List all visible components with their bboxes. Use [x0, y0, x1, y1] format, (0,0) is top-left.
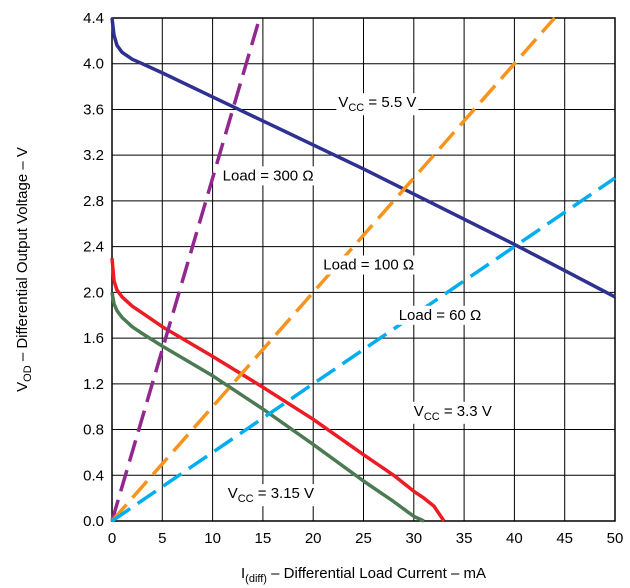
y-tick-label: 4.0 — [83, 56, 104, 73]
annotation-label: Load = 60 Ω — [399, 307, 482, 324]
x-axis-label: I(diff) – Differential Load Current – mA — [241, 565, 486, 585]
y-tick-label: 1.6 — [83, 330, 104, 347]
x-tick-label: 45 — [556, 530, 573, 547]
x-tick-label: 35 — [456, 530, 473, 547]
annotation-label: Load = 100 Ω — [323, 257, 414, 274]
y-tick-label: 0.0 — [83, 513, 104, 530]
x-tick-label: 25 — [355, 530, 372, 547]
annotation-label: VCC = 5.5 V — [338, 94, 416, 114]
annotation-bg — [225, 484, 317, 507]
y-axis-label: VOD – Differential Output Voltage – V — [14, 147, 34, 392]
x-tick-label: 20 — [305, 530, 322, 547]
annotation-bg — [336, 93, 419, 116]
annotation-label: Load = 300 Ω — [223, 167, 314, 184]
annotations: VCC = 5.5 V Load = 300 Ω Load = 100 Ω Load … — [220, 93, 494, 507]
x-tick-label: 40 — [506, 530, 523, 547]
x-tick-label: 15 — [255, 530, 272, 547]
y-tick-label: 2.0 — [83, 284, 104, 301]
series-line — [110, 292, 425, 523]
series-line — [110, 16, 556, 523]
y-tick-label: 0.8 — [83, 422, 104, 439]
y-tick-label: 3.6 — [83, 101, 104, 118]
annotation-label: VCC = 3.15 V — [228, 485, 314, 505]
y-tick-label: 0.4 — [83, 467, 104, 484]
series-line — [111, 176, 616, 523]
annotation-bg — [321, 255, 417, 275]
tick-labels: 0 5 10 15 20 25 30 35 40 45 50 0.0 0.4 0.8 1.2 1.6 2.0 2.… — [83, 10, 623, 547]
annotation-label: VCC = 3.3 V — [414, 403, 492, 423]
y-tick-label: 3.2 — [83, 147, 104, 164]
series-line — [110, 17, 616, 299]
annotation-bg — [411, 401, 494, 424]
y-tick-label: 1.2 — [83, 376, 104, 393]
annotation-bg — [396, 305, 484, 325]
y-tick-label: 4.4 — [83, 10, 104, 27]
series-layer — [110, 16, 616, 523]
series-line — [110, 17, 262, 522]
y-tick-label: 2.4 — [83, 239, 104, 256]
x-tick-label: 50 — [607, 530, 624, 547]
series-line — [110, 257, 446, 522]
x-tick-label: 10 — [204, 530, 221, 547]
y-tick-label: 2.8 — [83, 193, 104, 210]
x-tick-label: 30 — [405, 530, 422, 547]
x-tick-label: 5 — [158, 530, 166, 547]
x-tick-label: 0 — [108, 530, 116, 547]
annotation-bg — [220, 166, 316, 186]
